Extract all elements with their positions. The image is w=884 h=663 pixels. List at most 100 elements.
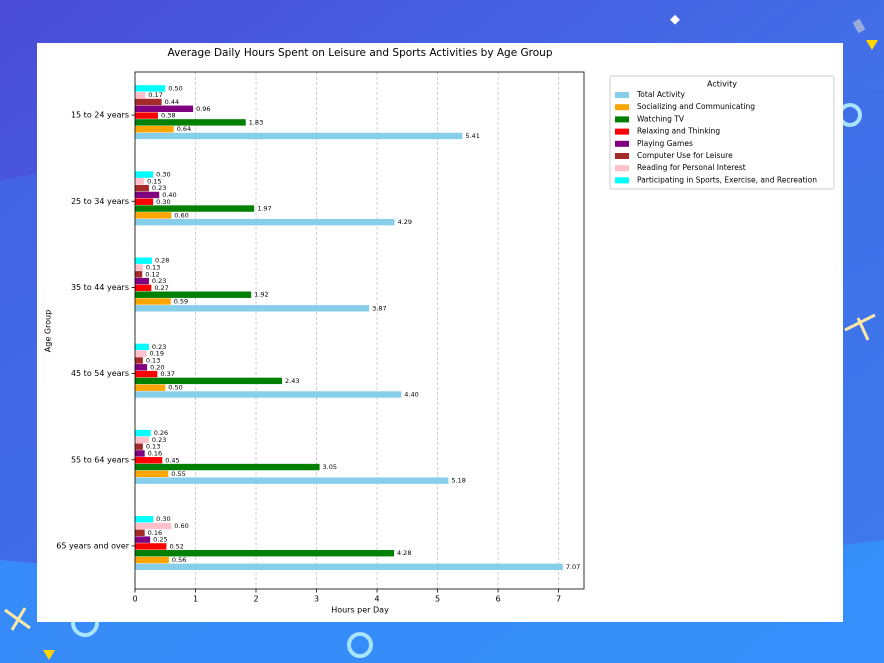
value-label: 0.23 xyxy=(152,277,166,285)
value-label: 4.40 xyxy=(404,390,418,398)
value-label: 4.29 xyxy=(398,218,412,226)
value-label: 0.13 xyxy=(146,264,160,272)
bar xyxy=(135,91,146,99)
value-label: 0.64 xyxy=(177,125,191,133)
bar xyxy=(135,277,149,285)
value-label: 0.60 xyxy=(174,522,188,530)
bar xyxy=(135,305,370,312)
value-label: 0.28 xyxy=(155,257,169,265)
bar xyxy=(135,257,152,264)
x-tick-label: 7 xyxy=(556,595,561,604)
bar xyxy=(135,218,395,226)
value-label: 0.30 xyxy=(156,171,170,179)
legend-label: Playing Games xyxy=(637,139,693,148)
bar xyxy=(135,522,172,530)
value-label: 7.07 xyxy=(566,563,580,571)
bar xyxy=(135,264,143,271)
value-label: 0.23 xyxy=(152,436,166,444)
bar xyxy=(135,191,160,199)
value-label: 0.20 xyxy=(150,363,164,371)
bar xyxy=(135,364,148,371)
bar xyxy=(135,291,252,298)
bar xyxy=(135,450,145,457)
value-label: 0.30 xyxy=(156,515,170,523)
value-label: 0.15 xyxy=(147,177,161,185)
bar xyxy=(135,98,162,106)
value-label: 1.97 xyxy=(257,205,271,213)
value-label: 0.50 xyxy=(168,84,182,92)
value-label: 0.17 xyxy=(148,91,162,99)
y-tick-label: 55 to 64 years xyxy=(71,455,129,464)
legend-swatch xyxy=(615,140,629,147)
bar xyxy=(135,477,449,484)
legend-label: Computer Use for Leisure xyxy=(637,151,733,160)
legend-swatch xyxy=(615,128,629,135)
legend-box xyxy=(609,75,835,190)
value-label: 0.25 xyxy=(153,536,167,544)
legend-swatch xyxy=(615,116,629,123)
bar xyxy=(135,171,154,178)
y-tick-label: 25 to 34 years xyxy=(71,197,129,206)
value-label: 0.40 xyxy=(162,191,176,199)
legend-swatch xyxy=(615,92,629,98)
value-label: 0.19 xyxy=(149,350,163,358)
value-label: 0.30 xyxy=(156,198,170,206)
legend-label: Participating in Sports, Exercise, and R… xyxy=(637,175,817,184)
value-label: 0.26 xyxy=(154,429,168,437)
bar xyxy=(135,543,167,550)
y-tick-label: 15 to 24 years xyxy=(71,111,129,120)
bar xyxy=(135,563,563,571)
x-tick-label: 4 xyxy=(375,595,380,604)
value-label: 0.13 xyxy=(146,443,160,451)
bar xyxy=(135,536,151,543)
y-tick-label: 35 to 44 years xyxy=(71,283,129,292)
value-label: 1.83 xyxy=(249,118,263,126)
value-label: 0.13 xyxy=(146,356,160,364)
legend-swatch xyxy=(615,153,629,159)
bar xyxy=(135,529,145,537)
bar xyxy=(135,178,145,185)
value-label: 3.87 xyxy=(372,304,386,312)
value-label: 0.23 xyxy=(152,343,166,351)
x-tick-label: 6 xyxy=(496,595,501,604)
bar xyxy=(135,443,143,450)
bar xyxy=(135,298,171,305)
bar xyxy=(135,125,174,133)
bar xyxy=(135,212,172,219)
x-axis-label: Hours per Day xyxy=(331,606,389,615)
bar xyxy=(135,377,283,385)
value-label: 0.59 xyxy=(174,298,188,306)
value-label: 0.12 xyxy=(145,270,159,278)
bar xyxy=(135,198,154,205)
x-tick-label: 3 xyxy=(314,595,319,604)
bar xyxy=(135,205,255,212)
y-tick-label: 45 to 54 years xyxy=(71,369,129,378)
bar xyxy=(135,470,169,478)
value-label: 0.60 xyxy=(174,211,188,219)
bar xyxy=(135,429,151,437)
bar xyxy=(135,85,166,92)
bar xyxy=(135,463,320,471)
chart-title: Average Daily Hours Spent on Leisure and… xyxy=(168,47,553,59)
bar xyxy=(135,357,143,364)
value-label: 0.44 xyxy=(165,98,179,106)
bar xyxy=(135,556,169,564)
value-label: 2.43 xyxy=(285,377,299,385)
bar xyxy=(135,105,194,112)
bar xyxy=(135,370,158,378)
value-label: 0.27 xyxy=(154,284,168,292)
value-label: 1.92 xyxy=(254,291,268,299)
value-label: 0.16 xyxy=(148,449,162,457)
legend-title: Activity xyxy=(707,80,737,89)
legend-swatch xyxy=(615,165,629,172)
bar xyxy=(135,391,402,398)
value-label: 5.18 xyxy=(451,477,465,485)
bar xyxy=(135,119,246,126)
value-label: 5.41 xyxy=(465,132,479,140)
y-axis-label: Age Group xyxy=(44,310,53,352)
legend-label: Reading for Personal Interest xyxy=(637,163,746,172)
y-tick-label: 65 years and over xyxy=(56,541,129,550)
value-label: 0.16 xyxy=(148,529,162,537)
value-label: 0.23 xyxy=(152,184,166,192)
